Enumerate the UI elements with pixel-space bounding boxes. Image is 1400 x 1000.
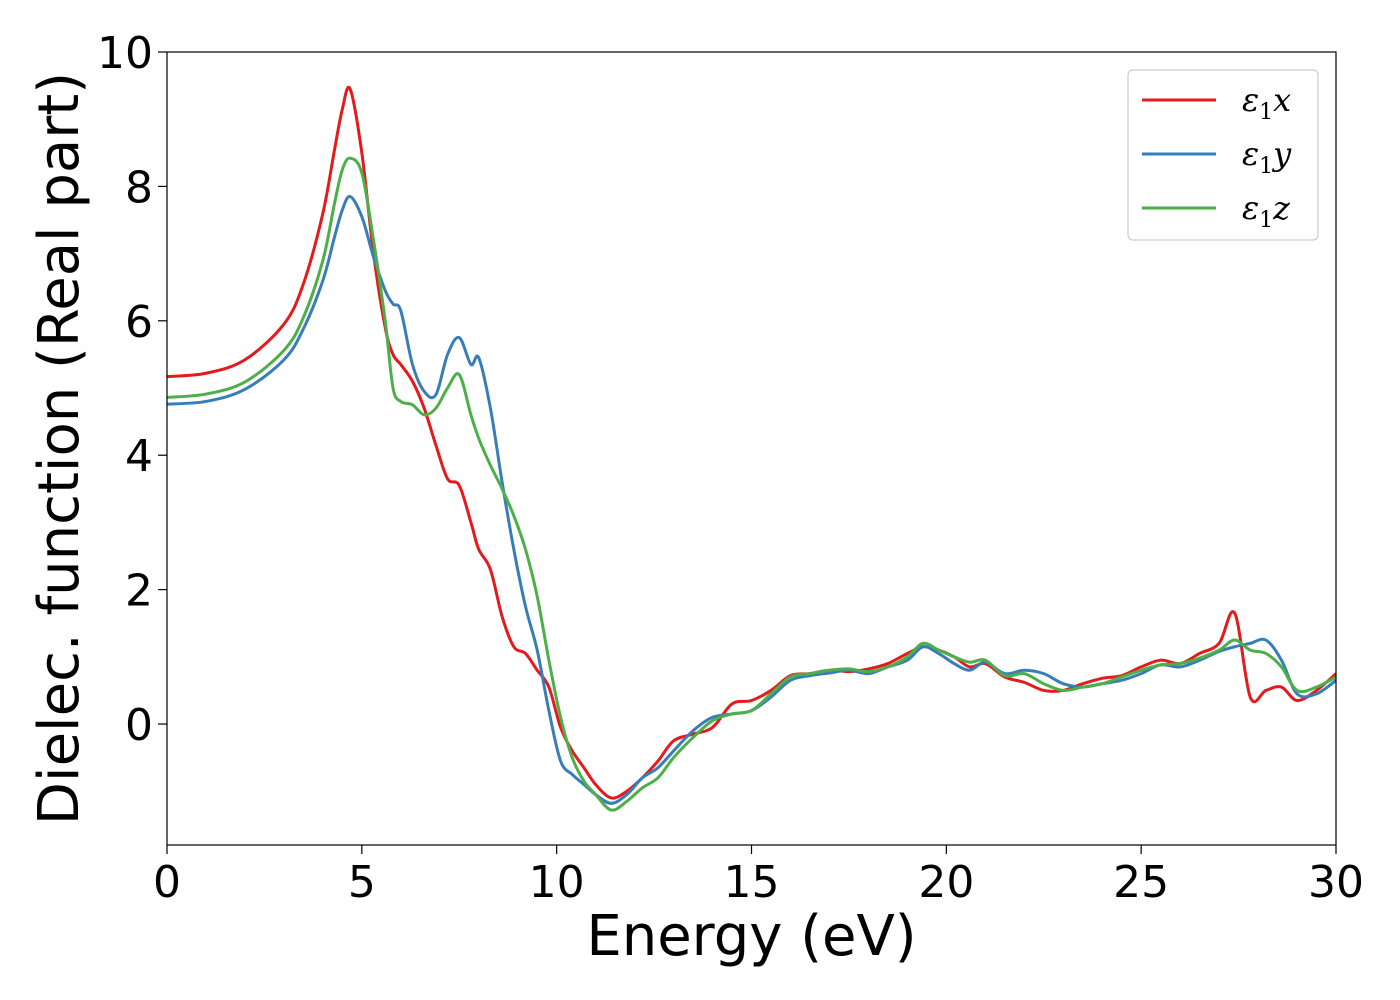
x-axis-ticks: 0 5 10 15 20 25 30: [153, 845, 1364, 908]
series-line-2: [167, 194, 1336, 805]
x-tick-label: 15: [724, 857, 780, 908]
legend-frame: [1127, 69, 1319, 241]
x-tick-label: 10: [529, 857, 585, 908]
series-line-3: [167, 156, 1336, 812]
series-layer: [167, 85, 1336, 812]
y-tick-label: 0: [125, 700, 153, 751]
x-tick-label: 5: [348, 857, 376, 908]
x-tick-label: 20: [918, 857, 974, 908]
x-axis-label: Energy (eV): [586, 904, 916, 969]
legend: ε1x ε1y ε1z: [1127, 69, 1319, 241]
x-tick-label: 0: [153, 857, 181, 908]
y-tick-label: 8: [125, 162, 153, 213]
x-tick-label: 25: [1113, 857, 1169, 908]
y-tick-label: 6: [125, 297, 153, 348]
y-axis-ticks: 0 2 4 6 8 10: [97, 28, 167, 751]
y-axis-label: Dielec. function (Real part): [27, 72, 92, 825]
y-tick-label: 2: [125, 566, 153, 617]
legend-label-3: ε1z: [1242, 189, 1291, 233]
y-tick-label: 4: [125, 431, 153, 482]
x-tick-label: 30: [1308, 857, 1364, 908]
legend-label-2: ε1y: [1242, 135, 1292, 179]
y-tick-label: 10: [97, 28, 153, 79]
legend-label-1: ε1x: [1242, 81, 1291, 125]
